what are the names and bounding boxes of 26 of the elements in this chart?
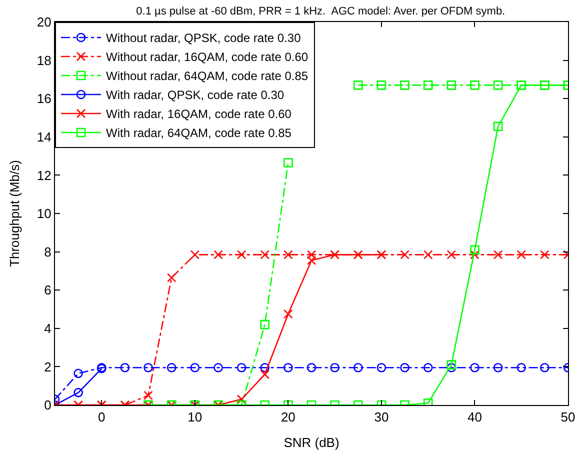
x-axis-title: SNR (dB) — [284, 435, 340, 450]
chart-title: 0.1 µs pulse at -60 dBm, PRR = 1 kHz. AGC model: Aver. per OFDM symb. — [136, 5, 506, 18]
legend-label: With radar, 16QAM, code rate 0.60 — [106, 107, 292, 122]
legend-label: Without radar, 64QAM, code rate 0.85 — [106, 69, 308, 84]
x-tick-label: 10 — [188, 410, 202, 425]
y-tick-label: 8 — [44, 244, 52, 260]
y-tick-label: 14 — [36, 129, 52, 144]
y-tick-label: 0 — [44, 398, 52, 413]
legend-label: With radar, QPSK, code rate 0.30 — [106, 88, 284, 102]
legend-label: Without radar, QPSK, code rate 0.30 — [106, 31, 302, 46]
x-tick-label: 40 — [467, 410, 482, 425]
x-tick-label: 0 — [98, 410, 106, 425]
y-tick-label: 6 — [44, 282, 52, 298]
y-tick-label: 4 — [44, 320, 52, 336]
x-tick-label: 50 — [560, 410, 576, 425]
y-tick-label: 2 — [44, 359, 52, 374]
legend-label: Without radar, 16QAM, code rate 0.60 — [106, 50, 308, 64]
y-tick-label: 18 — [36, 52, 52, 68]
legend-label: With radar, 64QAM, code rate 0.85 — [106, 126, 292, 140]
y-tick-label: 20 — [36, 14, 52, 30]
y-axis-title: Throughput (Mb/s) — [7, 160, 22, 267]
x-tick-label: 20 — [280, 410, 296, 425]
y-tick-label: 10 — [36, 206, 52, 222]
y-tick-label: 16 — [36, 91, 52, 106]
y-tick-label: 12 — [36, 168, 52, 183]
x-tick-label: 30 — [374, 410, 389, 425]
